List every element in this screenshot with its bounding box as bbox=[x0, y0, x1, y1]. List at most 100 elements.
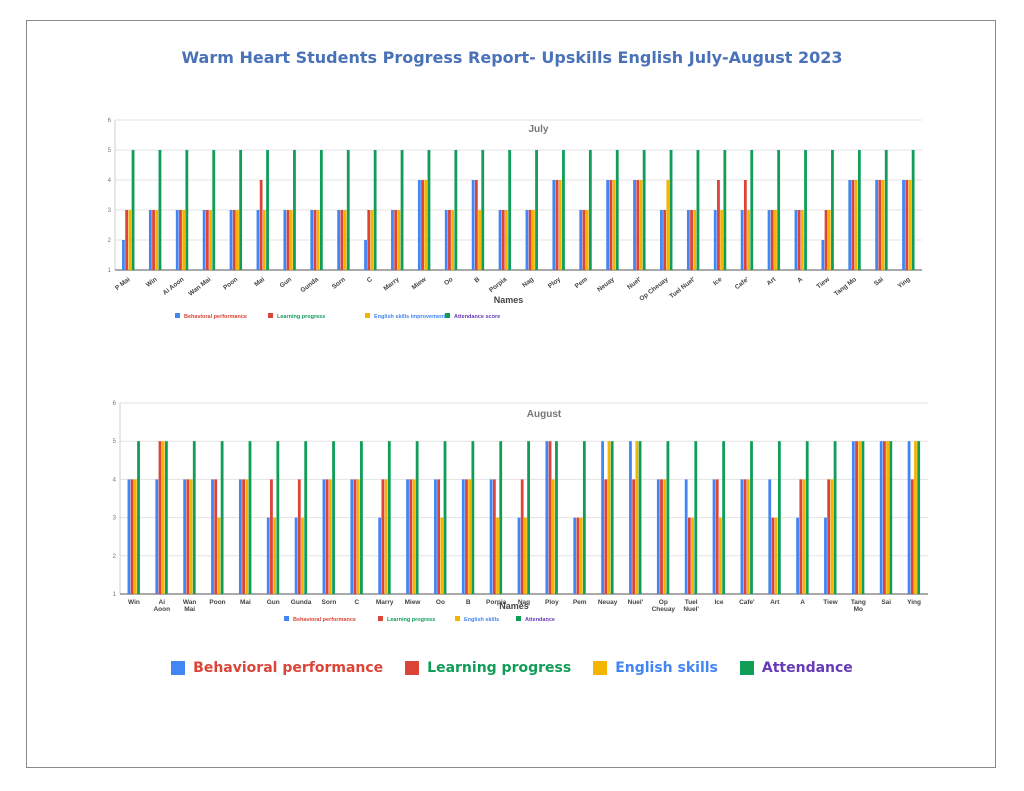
y-tick-label: 2 bbox=[113, 554, 117, 560]
bar bbox=[723, 150, 727, 270]
bar bbox=[353, 479, 357, 594]
bottom-legend-swatch bbox=[171, 661, 186, 675]
x-tick-label: Ying bbox=[907, 599, 921, 606]
x-tick-label: Poon bbox=[209, 599, 225, 606]
y-tick-label: 3 bbox=[113, 516, 117, 522]
bar bbox=[304, 441, 308, 594]
bar bbox=[492, 479, 496, 594]
x-tick-label: Neuay bbox=[598, 599, 618, 606]
bar bbox=[799, 479, 803, 594]
bar bbox=[663, 479, 667, 594]
bar bbox=[722, 441, 726, 594]
bar bbox=[774, 210, 777, 270]
bar bbox=[217, 517, 221, 594]
bar bbox=[582, 210, 586, 270]
bottom-legend-swatch bbox=[739, 661, 754, 675]
y-tick-label: 2 bbox=[108, 238, 112, 244]
bar bbox=[824, 210, 828, 270]
x-tick-label: Nag bbox=[518, 599, 530, 606]
bar bbox=[468, 479, 472, 594]
bar bbox=[548, 441, 552, 594]
x-tick-label: Miew bbox=[405, 599, 422, 606]
bar bbox=[908, 180, 912, 270]
bar bbox=[562, 150, 565, 270]
bottom-legend-item: Attendance bbox=[739, 660, 853, 676]
bar bbox=[220, 441, 224, 594]
bar bbox=[797, 210, 801, 270]
bar bbox=[545, 441, 549, 594]
bar bbox=[555, 180, 559, 270]
bar bbox=[229, 210, 233, 270]
bar bbox=[861, 441, 865, 594]
x-tick-label: A bbox=[796, 276, 804, 285]
legend-swatch bbox=[516, 616, 521, 621]
x-tick-label: B bbox=[466, 599, 471, 606]
bar bbox=[858, 441, 862, 594]
bottom-legend-swatch bbox=[405, 661, 420, 675]
x-tick-label: Sai bbox=[881, 599, 891, 606]
bar bbox=[443, 441, 447, 594]
x-tick-label: Mai bbox=[240, 599, 251, 606]
bar bbox=[610, 441, 614, 594]
y-tick-label: 1 bbox=[113, 592, 117, 598]
x-tick-label: Art bbox=[766, 276, 778, 288]
legend-label: Attendance bbox=[525, 617, 555, 623]
bar bbox=[635, 441, 639, 594]
bar bbox=[713, 210, 717, 270]
bar bbox=[824, 517, 827, 594]
x-tick-label: B bbox=[473, 276, 481, 285]
bar bbox=[343, 210, 347, 270]
bar bbox=[821, 240, 825, 270]
bar bbox=[158, 441, 162, 594]
bar bbox=[289, 210, 293, 270]
bar bbox=[209, 210, 212, 270]
x-tick-label: Art bbox=[770, 599, 780, 606]
bar bbox=[400, 150, 404, 270]
bar bbox=[238, 479, 242, 594]
bar bbox=[461, 479, 465, 594]
bar bbox=[771, 517, 775, 594]
bar bbox=[606, 180, 610, 270]
bar bbox=[633, 180, 636, 270]
bar bbox=[417, 180, 421, 270]
bar bbox=[612, 180, 616, 270]
bar bbox=[691, 517, 694, 594]
bar bbox=[478, 210, 481, 270]
x-tick-label: Ploy bbox=[547, 276, 562, 290]
bottom-legend-item: Learning progress bbox=[405, 660, 571, 676]
x-tick-label: Nuel' bbox=[628, 599, 644, 606]
bar bbox=[179, 210, 182, 270]
x-tick-label: Gunda bbox=[291, 599, 312, 606]
bar bbox=[642, 150, 646, 270]
x-tick-label: P Mai bbox=[114, 276, 132, 292]
x-tick-label: Wan Mai bbox=[183, 599, 197, 613]
bar bbox=[911, 150, 915, 270]
bar bbox=[857, 150, 861, 270]
bar bbox=[214, 479, 218, 594]
bar bbox=[848, 180, 852, 270]
bar bbox=[663, 210, 667, 270]
bar bbox=[421, 180, 424, 270]
bar bbox=[294, 517, 298, 594]
bar bbox=[437, 479, 441, 594]
bar bbox=[638, 441, 642, 594]
bar bbox=[636, 180, 640, 270]
x-tick-label: Ploy bbox=[545, 599, 559, 606]
bar bbox=[524, 517, 527, 594]
y-tick-label: 5 bbox=[108, 148, 112, 154]
y-tick-label: 5 bbox=[113, 439, 117, 445]
bar bbox=[666, 441, 670, 594]
bottom-legend: Behavioral performance Learning progress E… bbox=[0, 660, 1024, 676]
bar bbox=[424, 180, 428, 270]
x-tick-label: Pem bbox=[574, 276, 589, 290]
bar bbox=[684, 479, 688, 594]
x-tick-label: Ice bbox=[712, 276, 724, 287]
x-tick-label: Porpia bbox=[488, 276, 509, 294]
x-tick-label: Tuel Nuel' bbox=[668, 276, 697, 300]
bar bbox=[133, 479, 137, 594]
bar bbox=[690, 210, 693, 270]
bar bbox=[474, 180, 478, 270]
bar bbox=[855, 441, 858, 594]
legend-label: Attendance score bbox=[454, 314, 500, 320]
bar bbox=[373, 150, 377, 270]
